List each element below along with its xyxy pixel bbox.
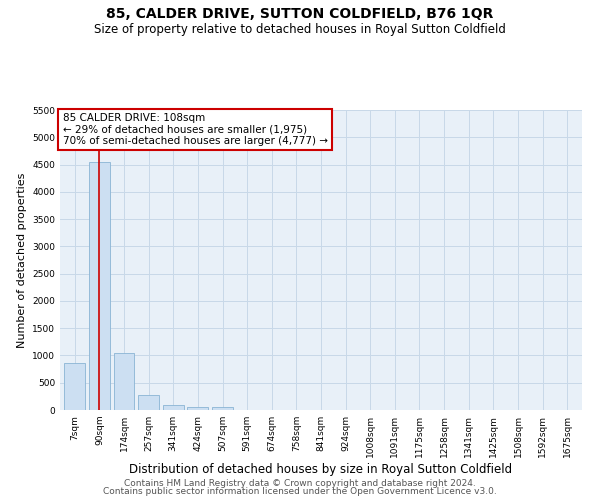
Bar xyxy=(64,362,85,410)
Text: Contains public sector information licensed under the Open Government Licence v3: Contains public sector information licen… xyxy=(103,488,497,496)
Bar xyxy=(187,407,208,410)
Bar xyxy=(113,354,134,410)
Bar xyxy=(163,405,184,410)
X-axis label: Distribution of detached houses by size in Royal Sutton Coldfield: Distribution of detached houses by size … xyxy=(130,462,512,475)
Y-axis label: Number of detached properties: Number of detached properties xyxy=(17,172,26,348)
Bar xyxy=(212,407,233,410)
Text: 85, CALDER DRIVE, SUTTON COLDFIELD, B76 1QR: 85, CALDER DRIVE, SUTTON COLDFIELD, B76 … xyxy=(106,8,494,22)
Text: Contains HM Land Registry data © Crown copyright and database right 2024.: Contains HM Land Registry data © Crown c… xyxy=(124,478,476,488)
Text: 85 CALDER DRIVE: 108sqm
← 29% of detached houses are smaller (1,975)
70% of semi: 85 CALDER DRIVE: 108sqm ← 29% of detache… xyxy=(62,113,328,146)
Bar xyxy=(138,396,159,410)
Text: Size of property relative to detached houses in Royal Sutton Coldfield: Size of property relative to detached ho… xyxy=(94,22,506,36)
Bar xyxy=(89,162,110,410)
